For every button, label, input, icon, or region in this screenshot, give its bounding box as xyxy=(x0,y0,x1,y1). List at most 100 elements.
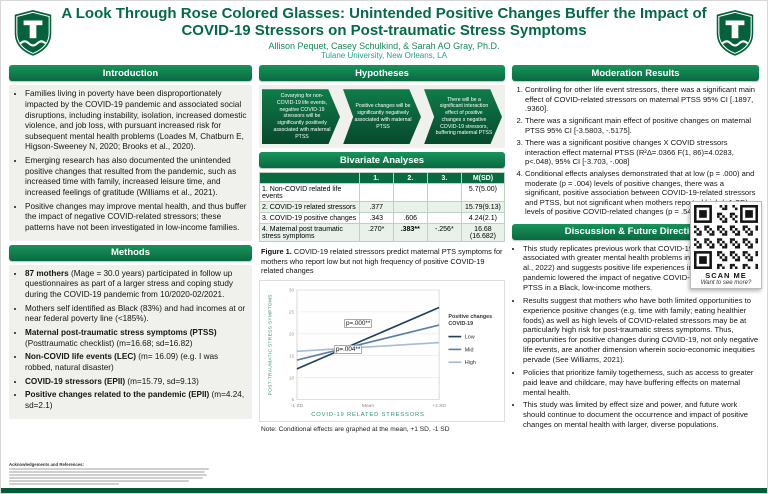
qr-card: SCAN ME Want to see more? xyxy=(690,201,762,289)
references-fineprint: Acknowledgements and References: xyxy=(9,462,209,486)
middle-column: Hypotheses Covarying for non-COVID-19 li… xyxy=(259,65,506,433)
hypothesis-text: Covarying for non-COVID-19 life events, … xyxy=(273,93,331,140)
table-cell: .343 xyxy=(358,212,394,225)
hypothesis-chevron: There will be a significant interaction … xyxy=(424,89,502,145)
bullet-item: Mothers self identified as Black (83%) a… xyxy=(25,304,247,325)
p-value-annotation: p=.004** xyxy=(334,345,363,355)
svg-text:Low: Low xyxy=(465,335,475,341)
method-text: (m=15.79, sd=9.13) xyxy=(125,376,199,386)
footer-green-bar xyxy=(1,488,767,493)
table-row: 4. Maternal post traumatic stress sympto… xyxy=(259,223,506,243)
svg-text:-1 SD: -1 SD xyxy=(291,403,304,409)
method-text: Mothers self identified as Black (83%) a… xyxy=(25,303,246,324)
table-cell xyxy=(426,183,462,203)
tulane-shield-logo-right xyxy=(716,9,754,56)
column-header: 1. xyxy=(358,172,394,185)
table-cell: .383** xyxy=(392,223,428,243)
moderation-results-list: Controlling for other life event stresso… xyxy=(512,85,759,219)
bullet-item: This study replicates previous work that… xyxy=(523,244,759,293)
svg-text:Mid: Mid xyxy=(465,348,474,354)
bullet-item: COVID-19 stressors (EPII) (m=15.79, sd=9… xyxy=(25,377,247,388)
right-column: Moderation Results Controlling for other… xyxy=(512,65,759,433)
method-lead: COVID-19 stressors (EPII) xyxy=(25,376,126,386)
fineprint-heading: Acknowledgements and References: xyxy=(9,461,84,467)
bullet-item: Positive changes may improve mental heal… xyxy=(25,202,247,234)
section-header-bivariate: Bivariate Analyses xyxy=(259,152,505,169)
svg-text:POST-TRAUMATIC STRESS SYMPTOMS: POST-TRAUMATIC STRESS SYMPTOMS xyxy=(267,294,273,395)
table-cell xyxy=(392,183,428,203)
table-cell: 3. COVID-19 positive changes xyxy=(259,212,360,225)
left-column: Introduction Families living in poverty … xyxy=(9,65,252,419)
bullet-item: Maternal post-traumatic stress symptoms … xyxy=(25,328,247,349)
methods-panel: 87 mothers (Mage = 30.0 years) participa… xyxy=(9,264,252,419)
poster-affiliation: Tulane University, New Orleans, LA xyxy=(321,51,447,61)
hypothesis-chevron: Covarying for non-COVID-19 life events, … xyxy=(262,89,340,145)
list-item: There was a significant main effect of p… xyxy=(525,116,759,135)
figure1-chart: 5 10 15 20 25 30 -1 SD Mean +1 SD COVID-19 RELATE… xyxy=(259,280,505,422)
bullet-item: This study was limited by effect size an… xyxy=(523,400,759,430)
column-header xyxy=(259,172,360,185)
bullet-item: Families living in poverty have been dis… xyxy=(25,89,247,153)
methods-list: 87 mothers (Mage = 30.0 years) participa… xyxy=(14,269,247,412)
svg-text:15: 15 xyxy=(289,354,295,359)
table-cell: 4.24(2.1) xyxy=(460,212,506,225)
table-cell xyxy=(426,212,462,225)
method-lead: Non-COVID life events (LEC) xyxy=(25,352,136,362)
bullet-item: Policies that prioritize family together… xyxy=(523,368,759,398)
table-cell: 16.68 (16.682) xyxy=(460,223,506,243)
method-lead: Positive changes related to the pandemic… xyxy=(25,390,210,400)
table-cell: .606 xyxy=(392,212,428,225)
table-cell: 4. Maternal post traumatic stress sympto… xyxy=(259,223,360,243)
svg-text:COVID-19 RELATED STRESSORS: COVID-19 RELATED STRESSORS xyxy=(311,412,424,418)
scan-me-label: SCAN ME xyxy=(705,271,747,280)
method-text: (Mage = 30.0 years) participated in foll… xyxy=(25,268,233,300)
section-header-hypotheses: Hypotheses xyxy=(259,65,505,82)
table-cell: 5.7(5.00) xyxy=(460,183,506,203)
poster-authors: Allison Pequet, Casey Schulkind, & Sarah… xyxy=(268,41,500,52)
section-header-introduction: Introduction xyxy=(9,65,252,82)
bivariate-table: 1. 2. 3. M(SD) 1. Non-COVID related life… xyxy=(259,172,506,243)
table-cell xyxy=(358,183,394,203)
svg-text:25: 25 xyxy=(289,310,295,315)
method-lead: 87 mothers xyxy=(25,268,69,278)
svg-text:COVID-19: COVID-19 xyxy=(448,321,473,327)
fineprint-line xyxy=(9,471,205,473)
method-text: (m= 16.09) (e.g. I was robbed, natural d… xyxy=(25,352,219,372)
table-header-row: 1. 2. 3. M(SD) xyxy=(259,172,506,185)
svg-text:Positive changes: Positive changes xyxy=(448,314,492,320)
figure-caption-text: COVID-19 related stressors predict mater… xyxy=(261,247,503,275)
method-lead: Maternal post-traumatic stress symptoms … xyxy=(25,328,217,337)
hypothesis-text: Positive changes will be significantly n… xyxy=(354,103,412,130)
section-header-moderation: Moderation Results xyxy=(512,65,759,82)
fineprint-line xyxy=(9,468,209,470)
poster-title: A Look Through Rose Colored Glasses: Uni… xyxy=(61,5,707,40)
table-cell: 2. COVID-19 related stressors xyxy=(259,201,360,214)
figure1-caption: Figure 1. COVID-19 related stressors pre… xyxy=(259,246,505,276)
column-header: 3. xyxy=(426,172,462,185)
column-header: 2. xyxy=(392,172,428,185)
line-chart: 5 10 15 20 25 30 -1 SD Mean +1 SD COVID-19 RELATE… xyxy=(267,288,492,418)
svg-text:10: 10 xyxy=(289,376,295,381)
section-header-methods: Methods xyxy=(9,244,252,261)
fineprint-line xyxy=(9,474,207,476)
column-header: M(SD) xyxy=(460,172,506,185)
svg-text:High: High xyxy=(465,360,476,366)
bullet-item: Positive changes related to the pandemic… xyxy=(25,390,247,411)
hypothesis-text: There will be a significant interaction … xyxy=(435,96,493,137)
method-text: (m=4.24, sd=2.1) xyxy=(25,390,245,410)
table-cell: -.256* xyxy=(426,223,462,243)
svg-text:20: 20 xyxy=(289,332,295,337)
table-cell xyxy=(392,201,428,214)
bullet-item: Emerging research has also documented th… xyxy=(25,156,247,199)
table-cell: .270* xyxy=(358,223,394,243)
table-row: 3. COVID-19 positive changes .343 .606 4… xyxy=(259,212,506,225)
bullet-item: 87 mothers (Mage = 30.0 years) participa… xyxy=(25,269,247,301)
table-cell: .377 xyxy=(358,201,394,214)
introduction-panel: Families living in poverty have been dis… xyxy=(9,85,252,241)
svg-text:+1 SD: +1 SD xyxy=(432,403,446,409)
list-item: Conditional effects analyses demonstrate… xyxy=(525,169,759,217)
fineprint-line xyxy=(9,477,203,479)
header-text-block: A Look Through Rose Colored Glasses: Uni… xyxy=(61,5,707,60)
table-cell: 15.79(9.13) xyxy=(460,201,506,214)
